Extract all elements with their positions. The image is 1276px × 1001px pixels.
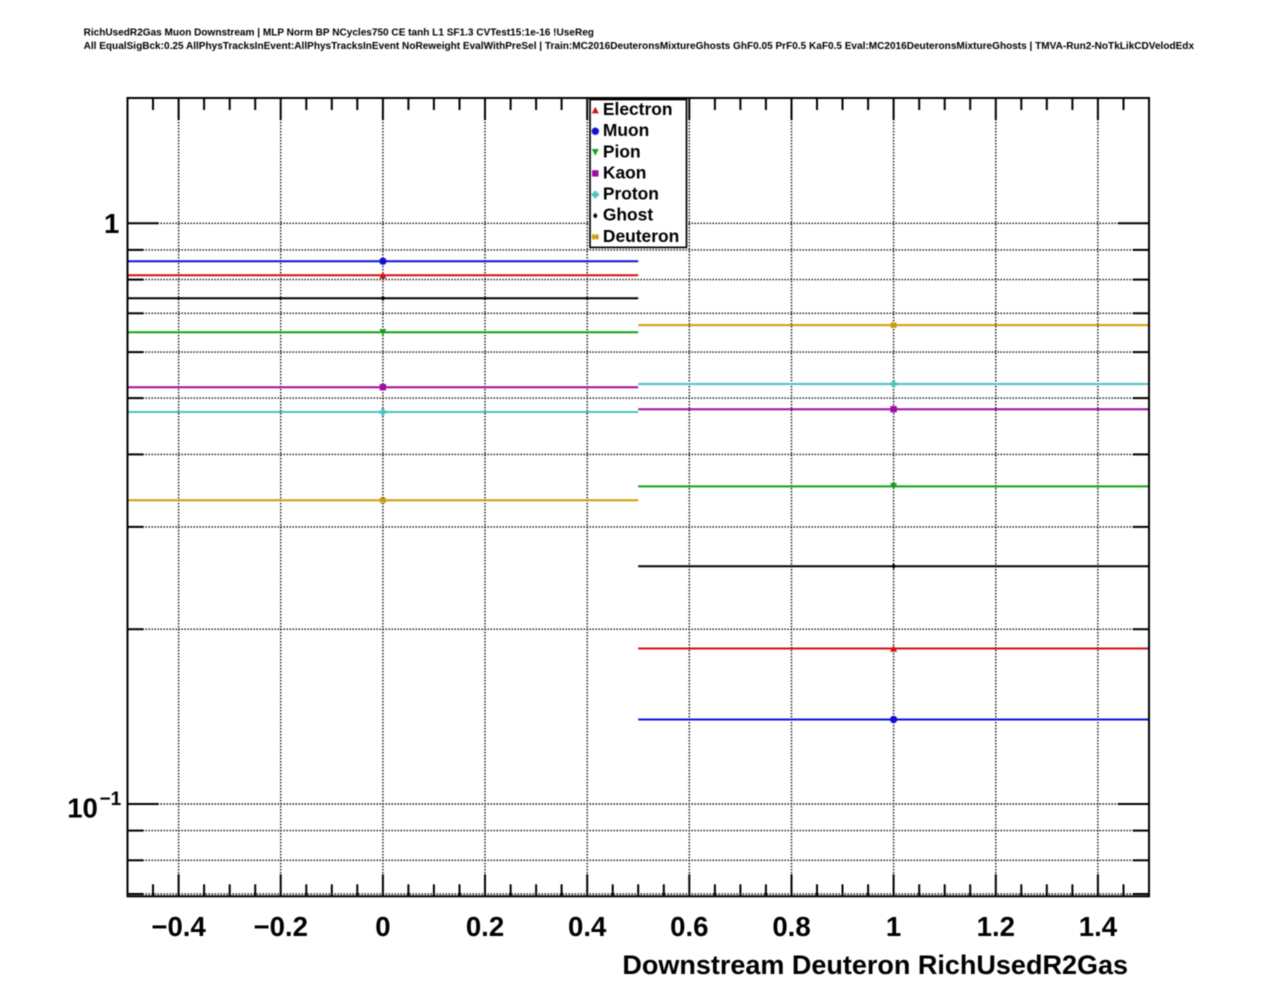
svg-text:−0.4: −0.4 (151, 911, 206, 942)
svg-text:−0.2: −0.2 (253, 911, 307, 942)
svg-text:Electron: Electron (603, 99, 673, 119)
svg-text:RichUsedR2Gas Muon Downstream: RichUsedR2Gas Muon Downstream | MLP Norm… (84, 27, 594, 38)
svg-text:Proton: Proton (603, 184, 659, 204)
svg-text:1.4: 1.4 (1079, 911, 1118, 942)
svg-text:All EqualSigBck:0.25 AllPhysTr: All EqualSigBck:0.25 AllPhysTracksInEven… (84, 41, 1195, 52)
svg-text:1: 1 (886, 911, 901, 942)
svg-text:1.2: 1.2 (977, 911, 1015, 942)
svg-text:1: 1 (104, 208, 119, 239)
svg-text:Kaon: Kaon (603, 162, 646, 182)
svg-text:10: 10 (67, 792, 98, 823)
svg-text:Deuteron: Deuteron (603, 226, 679, 246)
svg-text:−1: −1 (100, 789, 122, 810)
svg-text:0: 0 (375, 911, 390, 942)
svg-text:Ghost: Ghost (603, 205, 653, 225)
svg-text:0.6: 0.6 (670, 911, 708, 942)
svg-text:0.2: 0.2 (466, 911, 504, 942)
svg-text:Muon: Muon (603, 120, 649, 140)
svg-text:Downstream Deuteron RichUsedR2: Downstream Deuteron RichUsedR2Gas (622, 950, 1128, 980)
svg-text:Pion: Pion (603, 141, 641, 161)
svg-text:0.8: 0.8 (772, 911, 810, 942)
svg-text:0.4: 0.4 (568, 911, 607, 942)
